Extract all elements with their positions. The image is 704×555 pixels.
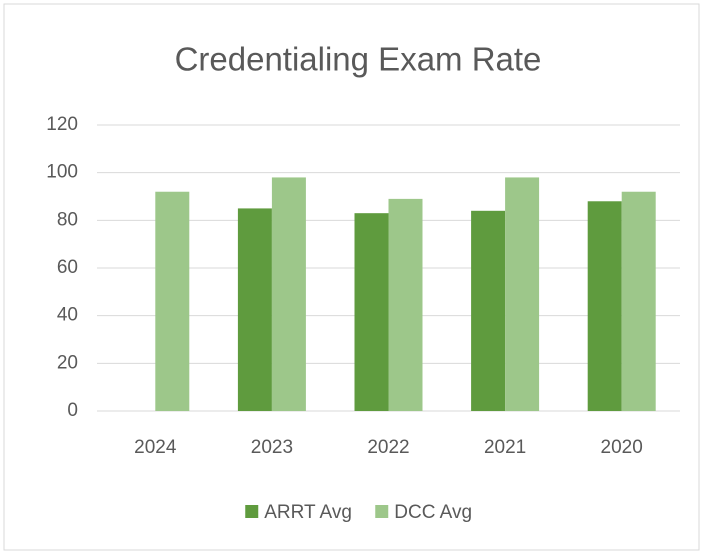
legend-label: DCC Avg xyxy=(394,502,472,523)
y-tick-label: 100 xyxy=(46,162,78,183)
bar xyxy=(354,213,389,411)
y-tick-label: 60 xyxy=(57,257,78,278)
bar xyxy=(155,191,190,411)
x-tick-label: 2022 xyxy=(367,437,409,458)
y-tick-label: 40 xyxy=(57,305,78,326)
bar xyxy=(621,191,656,411)
legend-swatch xyxy=(375,505,389,518)
y-tick-label: 80 xyxy=(57,209,78,230)
legend-swatch xyxy=(245,505,259,518)
legend-label: ARRT Avg xyxy=(264,502,352,523)
x-tick-label: 2024 xyxy=(134,437,177,458)
bar xyxy=(471,210,506,411)
y-tick-label: 120 xyxy=(46,114,78,135)
x-tick-label: 2021 xyxy=(484,437,526,458)
chart-frame xyxy=(3,3,700,551)
bar xyxy=(237,208,272,411)
bar xyxy=(587,201,622,411)
x-tick-label: 2020 xyxy=(601,437,643,458)
bar xyxy=(388,198,423,411)
bar xyxy=(505,177,540,411)
y-tick-label: 0 xyxy=(67,400,78,421)
chart-title: Credentialing Exam Rate xyxy=(175,41,542,78)
bar xyxy=(271,177,306,411)
x-tick-label: 2023 xyxy=(251,437,293,458)
y-tick-label: 20 xyxy=(57,352,78,373)
